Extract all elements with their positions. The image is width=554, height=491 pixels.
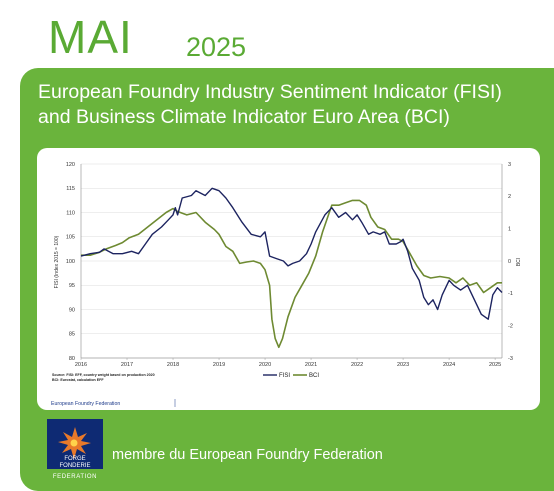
- left-tick-label: 115: [66, 186, 75, 192]
- right-axis-ticks: -3 -2 -1 0 1 2 3: [508, 162, 513, 362]
- right-tick-label: 1: [508, 226, 511, 232]
- right-tick-label: -1: [508, 291, 513, 297]
- right-tick-label: -2: [508, 323, 513, 329]
- forge-fonderie-logo: FORGE FONDERIE FEDERATION: [47, 419, 103, 480]
- spark-core-icon: [70, 439, 78, 447]
- x-tick-label: 2024: [443, 362, 455, 368]
- chart-card: 80 85 90 95 100 105 110 115 120 -3 -2 -1 0 1 2 3 2016 2…: [37, 148, 540, 410]
- x-tick-label: 2023: [397, 362, 409, 368]
- right-tick-label: 0: [508, 259, 511, 265]
- logo-line-2: FONDERIE: [59, 463, 90, 469]
- right-axis-label: BCI: [516, 258, 522, 266]
- legend-fisi-label: FISI: [279, 373, 290, 379]
- right-tick-label: -3: [508, 356, 513, 362]
- left-axis-label: FISI (Index 2015 = 100): [54, 235, 60, 288]
- legend: FISI BCI: [263, 373, 319, 379]
- x-tick-label: 2020: [259, 362, 271, 368]
- left-tick-label: 90: [69, 307, 75, 313]
- left-tick-label: 100: [66, 259, 75, 265]
- x-tick-label: 2021: [305, 362, 317, 368]
- left-tick-label: 95: [69, 283, 75, 289]
- x-tick-label: 2019: [213, 362, 225, 368]
- x-tick-label: 2022: [351, 362, 363, 368]
- footer-text: membre du European Foundry Federation: [112, 447, 383, 463]
- left-axis-ticks: 80 85 90 95 100 105 110 115 120: [66, 162, 75, 362]
- left-tick-label: 110: [66, 210, 75, 216]
- x-tick-label: 2017: [121, 362, 133, 368]
- page-title: European Foundry Industry Sentiment Indi…: [38, 80, 548, 130]
- x-axis-ticks: 2016 2017 2018 2019 2020 2021 2022 2023 2024 2025: [75, 358, 501, 368]
- brand-label: European Foundry Federation: [51, 401, 120, 407]
- x-tick-label: 2016: [75, 362, 87, 368]
- title-line-2: and Business Climate Indicator Euro Area…: [38, 106, 450, 128]
- source-line-1: Source: FISI: EFF, country weight based …: [52, 373, 155, 377]
- right-tick-label: 2: [508, 194, 511, 200]
- left-tick-label: 120: [66, 162, 75, 168]
- month-heading: MAI: [48, 11, 133, 63]
- bci-series-line: [81, 199, 502, 349]
- x-tick-label: 2018: [167, 362, 179, 368]
- logo-line-3: FEDERATION: [53, 474, 97, 480]
- chart-grid: [81, 163, 502, 334]
- source-line-2: BCI: Eurostat, calculation EFF: [52, 378, 104, 382]
- right-tick-label: 3: [508, 162, 511, 168]
- left-tick-label: 80: [69, 356, 75, 362]
- year-heading: 2025: [186, 32, 247, 62]
- left-tick-label: 85: [69, 332, 75, 338]
- x-tick-label: 2025: [489, 362, 501, 368]
- left-tick-label: 105: [66, 235, 75, 241]
- fisi-series-line: [80, 187, 503, 320]
- legend-bci-label: BCI: [309, 373, 319, 379]
- logo-line-1: FORGE: [64, 456, 85, 462]
- title-line-1: European Foundry Industry Sentiment Indi…: [38, 81, 502, 103]
